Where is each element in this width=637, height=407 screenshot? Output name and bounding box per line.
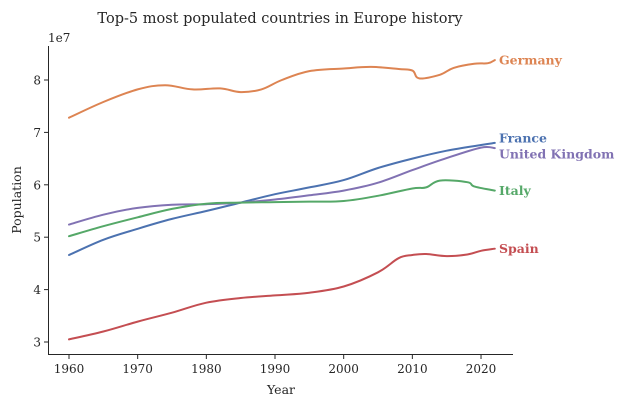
end-label-united-kingdom: United Kingdom [499, 147, 614, 162]
end-label-germany: Germany [499, 53, 563, 68]
y-tick-label: 5 [33, 231, 41, 245]
y-tick-label: 4 [33, 283, 41, 297]
x-axis-label: Year [266, 382, 295, 397]
x-tick-label: 1980 [191, 362, 222, 376]
x-tick-label: 1990 [260, 362, 291, 376]
series-line-spain [68, 247, 496, 341]
series-line-france [68, 141, 496, 256]
series-line-italy [68, 179, 496, 238]
end-label-italy: Italy [499, 183, 531, 198]
end-label-spain: Spain [499, 241, 539, 256]
series-end-labels: Germany France United Kingdom Italy Spain [499, 53, 614, 257]
x-tick-label: 2000 [328, 362, 359, 376]
y-axis-label: Population [9, 166, 24, 234]
chart-title: Top-5 most populated countries in Europe… [97, 11, 463, 27]
series-lines [68, 59, 496, 341]
x-tick-label: 2020 [466, 362, 497, 376]
x-tick-label: 1960 [54, 362, 85, 376]
y-tick-label: 6 [33, 178, 41, 192]
x-axis-ticks: 1960 1970 1980 1990 2000 2010 2020 [54, 354, 497, 376]
x-tick-label: 1970 [122, 362, 153, 376]
x-tick-label: 2010 [397, 362, 428, 376]
series-line-germany [68, 59, 496, 119]
series-line-united-kingdom [68, 145, 496, 226]
y-tick-label: 8 [33, 74, 41, 88]
y-axis-ticks: 3 4 5 6 7 8 [33, 74, 49, 350]
y-tick-label: 7 [33, 126, 41, 140]
y-offset-label: 1e7 [48, 31, 70, 45]
end-label-france: France [499, 130, 547, 145]
y-tick-label: 3 [33, 336, 41, 350]
